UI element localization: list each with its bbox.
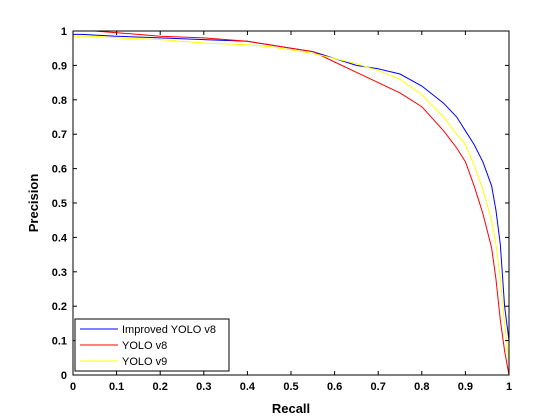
y-tick-label: 0.1 <box>52 336 67 348</box>
y-tick-label: 0.5 <box>52 198 67 210</box>
x-tick-label: 0.7 <box>371 381 386 393</box>
x-tick-label: 0 <box>70 381 76 393</box>
y-tick-label: 0.7 <box>52 129 67 141</box>
legend-label: Improved YOLO v8 <box>122 324 216 336</box>
x-tick-label: 0.4 <box>240 381 256 393</box>
series-layer <box>73 30 510 376</box>
y-tick-label: 1 <box>61 26 67 38</box>
plot-area <box>73 31 509 375</box>
x-tick-label: 1 <box>506 381 512 393</box>
legend-label: YOLO v9 <box>122 356 167 368</box>
y-axis-label: Precision <box>26 174 41 233</box>
series-line-3 <box>73 35 510 362</box>
x-axis-label: Recall <box>272 401 310 416</box>
y-tick-label: 0.8 <box>52 95 67 107</box>
y-tick-label: 0 <box>61 370 67 382</box>
x-tick-label: 0.1 <box>109 381 124 393</box>
x-tick-label: 0.6 <box>327 381 342 393</box>
series-line-1 <box>73 33 510 372</box>
ticks-layer: 0 0.1 0.2 0.3 0.4 0.5 0.6 0.7 0.8 0.9 1 0 0.1 0.2 0.3 0… <box>52 26 512 393</box>
y-tick-label: 0.2 <box>52 301 67 313</box>
x-tick-label: 0.2 <box>153 381 168 393</box>
x-tick-label: 0.8 <box>414 381 429 393</box>
legend-label: YOLO v8 <box>122 340 167 352</box>
y-tick-label: 0.9 <box>52 60 67 72</box>
y-tick-label: 0.4 <box>52 232 68 244</box>
x-tick-label: 0.3 <box>196 381 211 393</box>
x-tick-label: 0.9 <box>458 381 473 393</box>
series-line-2 <box>73 30 510 376</box>
x-tick-label: 0.5 <box>283 381 298 393</box>
y-tick-label: 0.6 <box>52 164 67 176</box>
legend: Improved YOLO v8 YOLO v8 YOLO v9 <box>74 318 230 372</box>
y-tick-label: 0.3 <box>52 267 67 279</box>
